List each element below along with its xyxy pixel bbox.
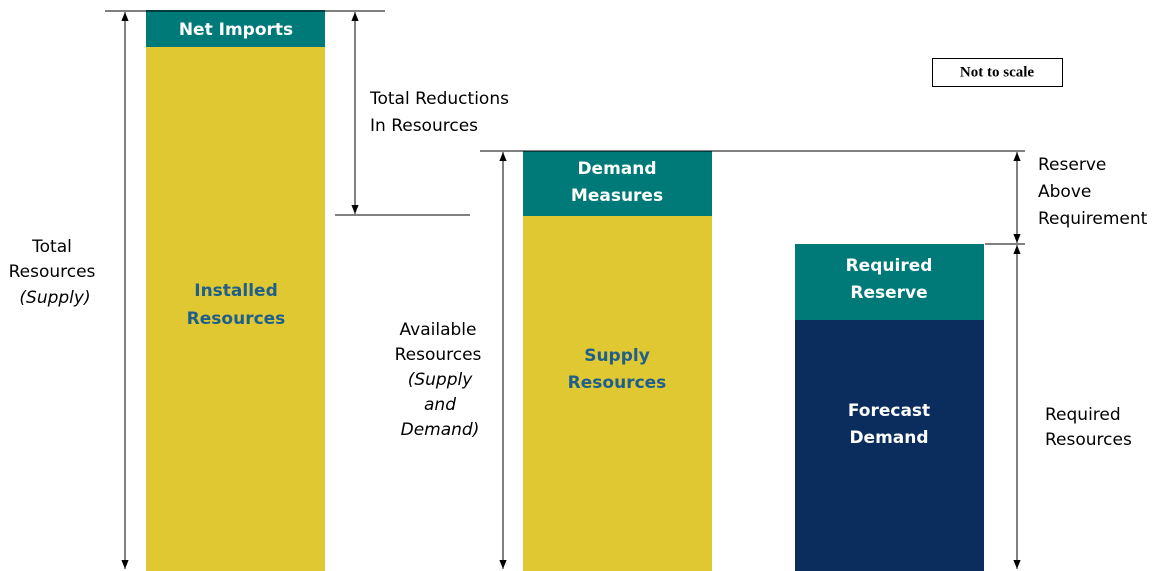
annotation: Total xyxy=(31,237,72,257)
demand-measures-block xyxy=(523,151,712,216)
annotation: Reserve xyxy=(1038,155,1106,175)
net-imports-block xyxy=(146,10,325,47)
annotation: Resources xyxy=(1045,430,1132,450)
supply-block xyxy=(523,216,712,571)
block-label: Supply xyxy=(584,346,650,366)
annotation: Resources xyxy=(395,345,482,365)
note-box xyxy=(932,58,1063,87)
installed-block xyxy=(146,47,325,571)
block-label: Resources xyxy=(187,309,286,329)
annotation: Required xyxy=(1045,405,1121,425)
forecast-block xyxy=(795,320,984,571)
annotation: (Supply xyxy=(408,370,474,390)
block-label: Reserve xyxy=(850,283,927,303)
annotation: Requirement xyxy=(1038,209,1148,229)
block-label: Required xyxy=(846,256,933,276)
required-reserve-block xyxy=(795,244,984,320)
block-label: Net Imports xyxy=(179,20,293,40)
annotation: Resources xyxy=(9,262,96,282)
block-label: Resources xyxy=(568,373,667,393)
annotation: (Supply) xyxy=(19,288,90,308)
annotation: Demand) xyxy=(401,420,480,440)
annotation: Total Reductions xyxy=(369,89,509,109)
note: Not to scale xyxy=(960,64,1034,80)
block-label: Demand xyxy=(577,159,656,179)
annotation: Available xyxy=(400,320,477,340)
block-label: Demand xyxy=(849,428,928,448)
block-label: Forecast xyxy=(848,401,930,421)
annotation: In Resources xyxy=(370,116,478,136)
annotation: and xyxy=(424,395,456,415)
block-label: Measures xyxy=(571,186,663,206)
block-label: Installed xyxy=(194,281,278,301)
annotation: Above xyxy=(1038,182,1091,202)
